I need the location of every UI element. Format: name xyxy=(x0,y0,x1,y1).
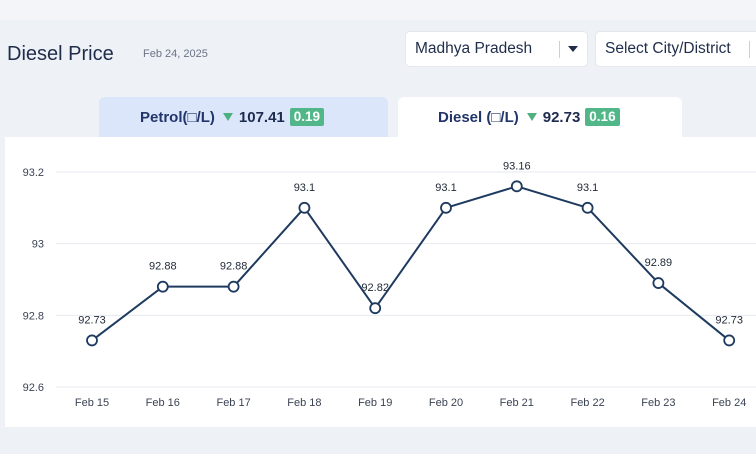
city-select[interactable]: Select City/District xyxy=(596,32,756,66)
data-label: 92.88 xyxy=(149,261,177,273)
price-down-icon xyxy=(526,113,537,121)
x-tick-label: Feb 19 xyxy=(358,397,392,409)
tab-diesel[interactable]: Diesel (□/L) 92.73 0.16 xyxy=(398,97,682,137)
data-label: 92.89 xyxy=(645,257,673,269)
city-select-divider xyxy=(749,41,750,58)
tab-petrol-change-badge: 0.19 xyxy=(289,108,325,126)
y-tick-label: 92.8 xyxy=(23,310,44,322)
x-tick-label: Feb 16 xyxy=(146,397,180,409)
state-select-divider xyxy=(559,41,560,58)
x-tick-label: Feb 15 xyxy=(75,397,109,409)
x-tick-label: Feb 24 xyxy=(712,397,746,409)
top-strip xyxy=(0,0,756,20)
data-label: 93.1 xyxy=(435,182,456,194)
tab-diesel-label: Diesel (□/L) xyxy=(438,108,519,126)
data-point xyxy=(652,277,665,289)
data-point xyxy=(298,201,311,214)
data-point xyxy=(369,302,382,315)
data-label: 93.16 xyxy=(503,160,531,172)
series-line xyxy=(91,185,730,342)
x-tick-label: Feb 18 xyxy=(287,397,321,409)
data-point xyxy=(156,280,169,293)
data-point xyxy=(510,180,523,193)
data-point xyxy=(581,201,594,214)
data-label: 92.73 xyxy=(715,314,743,326)
city-select-placeholder: Select City/District xyxy=(605,40,731,57)
x-tick-label: Feb 23 xyxy=(641,397,675,409)
data-label: 93.1 xyxy=(294,182,315,194)
y-tick-label: 93.2 xyxy=(23,167,44,179)
tab-petrol[interactable]: Petrol(□/L) 107.41 0.19 xyxy=(99,97,388,137)
state-select-value: Madhya Pradesh xyxy=(415,40,533,57)
x-tick-label: Feb 20 xyxy=(429,397,463,409)
data-label: 92.88 xyxy=(220,261,248,273)
x-tick-label: Feb 21 xyxy=(500,397,534,409)
price-down-icon xyxy=(222,113,233,121)
tab-petrol-label: Petrol(□/L) xyxy=(140,108,215,126)
data-label: 92.73 xyxy=(78,314,106,326)
page-header: Diesel Price Feb 24, 2025 Madhya Pradesh… xyxy=(0,20,756,84)
data-point xyxy=(440,201,452,214)
chart-card xyxy=(5,137,756,427)
data-point xyxy=(227,280,240,293)
state-select[interactable]: Madhya Pradesh xyxy=(406,32,587,66)
page-bottom xyxy=(0,427,756,454)
data-label: 92.82 xyxy=(361,282,389,294)
tab-diesel-change-badge: 0.16 xyxy=(585,108,620,126)
data-point xyxy=(86,334,98,347)
page-title: Diesel Price xyxy=(7,43,114,65)
tab-diesel-price: 92.73 xyxy=(542,108,581,126)
x-tick-label: Feb 17 xyxy=(216,397,250,409)
chevron-down-icon[interactable] xyxy=(568,46,578,52)
y-tick-label: 93 xyxy=(32,239,44,251)
x-tick-label: Feb 22 xyxy=(570,397,604,409)
price-date: Feb 24, 2025 xyxy=(143,48,208,60)
y-tick-label: 92.6 xyxy=(23,382,44,394)
data-label: 93.1 xyxy=(577,182,598,194)
tab-petrol-price: 107.41 xyxy=(238,108,285,126)
data-point xyxy=(723,334,736,347)
